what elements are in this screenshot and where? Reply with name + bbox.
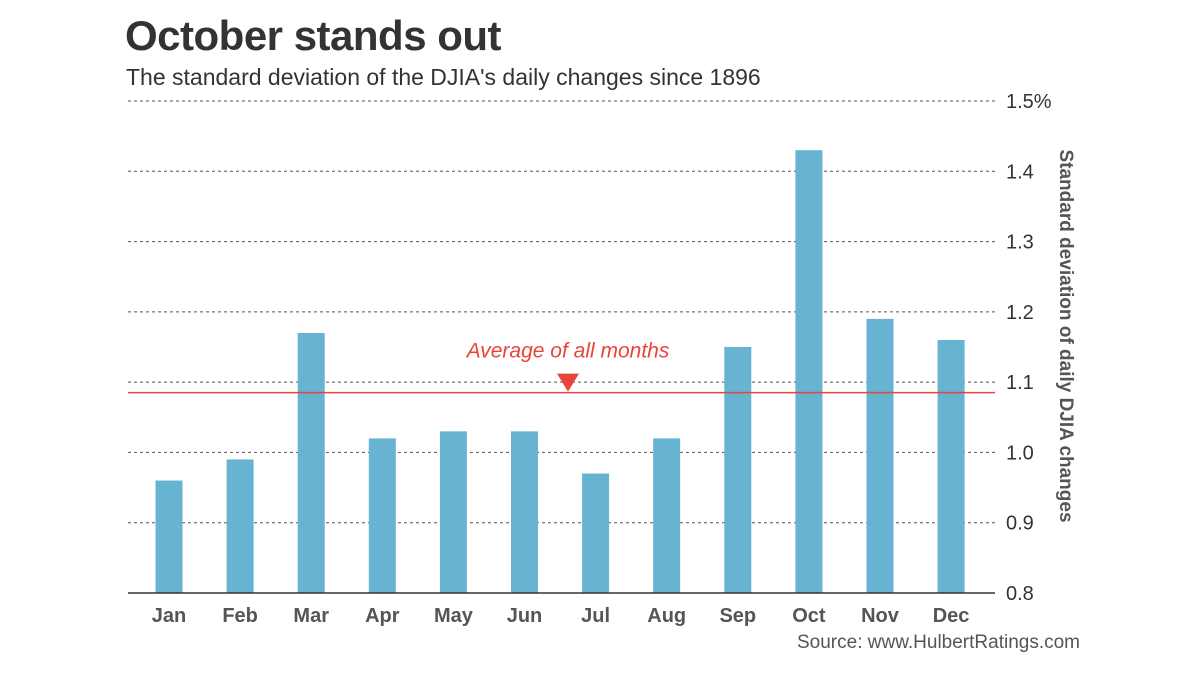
chart-title: October stands out [125, 12, 502, 59]
bar-jul [582, 473, 610, 593]
bar-feb [226, 459, 254, 593]
bar-dec [937, 339, 965, 593]
x-tick-label: Apr [365, 605, 400, 627]
y-tick-label: 1.2 [1006, 302, 1034, 324]
x-tick-label: Aug [647, 605, 686, 627]
gridlines [128, 100, 995, 524]
x-tick-label: May [434, 605, 474, 627]
y-tick-label: 0.9 [1006, 513, 1034, 535]
average-label: Average of all months [465, 340, 670, 363]
x-tick-label: Mar [293, 605, 329, 627]
x-tick-label: Jun [507, 605, 543, 627]
x-tick-label: Dec [933, 605, 970, 627]
x-axis-ticks: Jan Feb Mar Apr May Jun Jul Aug Sep Oct Nov Dec [152, 605, 970, 627]
average-annotation: Average of all months [128, 340, 995, 394]
bars [155, 150, 965, 593]
bar-nov [866, 318, 894, 593]
x-tick-label: Nov [861, 605, 900, 627]
y-tick-label: 1.3 [1006, 232, 1034, 254]
y-axis-label: Standard deviation of daily DJIA changes [1055, 149, 1076, 522]
bar-jun [511, 431, 538, 593]
chart-subtitle: The standard deviation of the DJIA's dai… [126, 64, 761, 90]
x-tick-label: Sep [719, 605, 756, 627]
y-tick-label: 0.8 [1006, 583, 1034, 605]
y-tick-label: 1.5% [1006, 91, 1052, 113]
y-tick-label: 1.1 [1006, 372, 1034, 394]
bar-jan [155, 480, 183, 593]
bar-may [439, 431, 467, 593]
average-marker-triangle [557, 373, 579, 392]
x-tick-label: Oct [792, 605, 826, 627]
x-tick-label: Jan [152, 605, 186, 627]
y-tick-label: 1.0 [1006, 442, 1034, 464]
x-tick-label: Jul [581, 605, 610, 627]
y-axis-ticks: 0.8 0.9 1.0 1.1 1.2 1.3 1.4 1.5% [1006, 91, 1052, 605]
source-note: Source: www.HulbertRatings.com [797, 632, 1080, 653]
bar-sep [724, 347, 752, 593]
x-tick-label: Feb [222, 605, 258, 627]
y-tick-label: 1.4 [1006, 161, 1034, 183]
bar-apr [368, 438, 396, 593]
bar-oct [795, 150, 823, 593]
bar-mar [297, 332, 325, 593]
bar-aug [653, 438, 681, 593]
